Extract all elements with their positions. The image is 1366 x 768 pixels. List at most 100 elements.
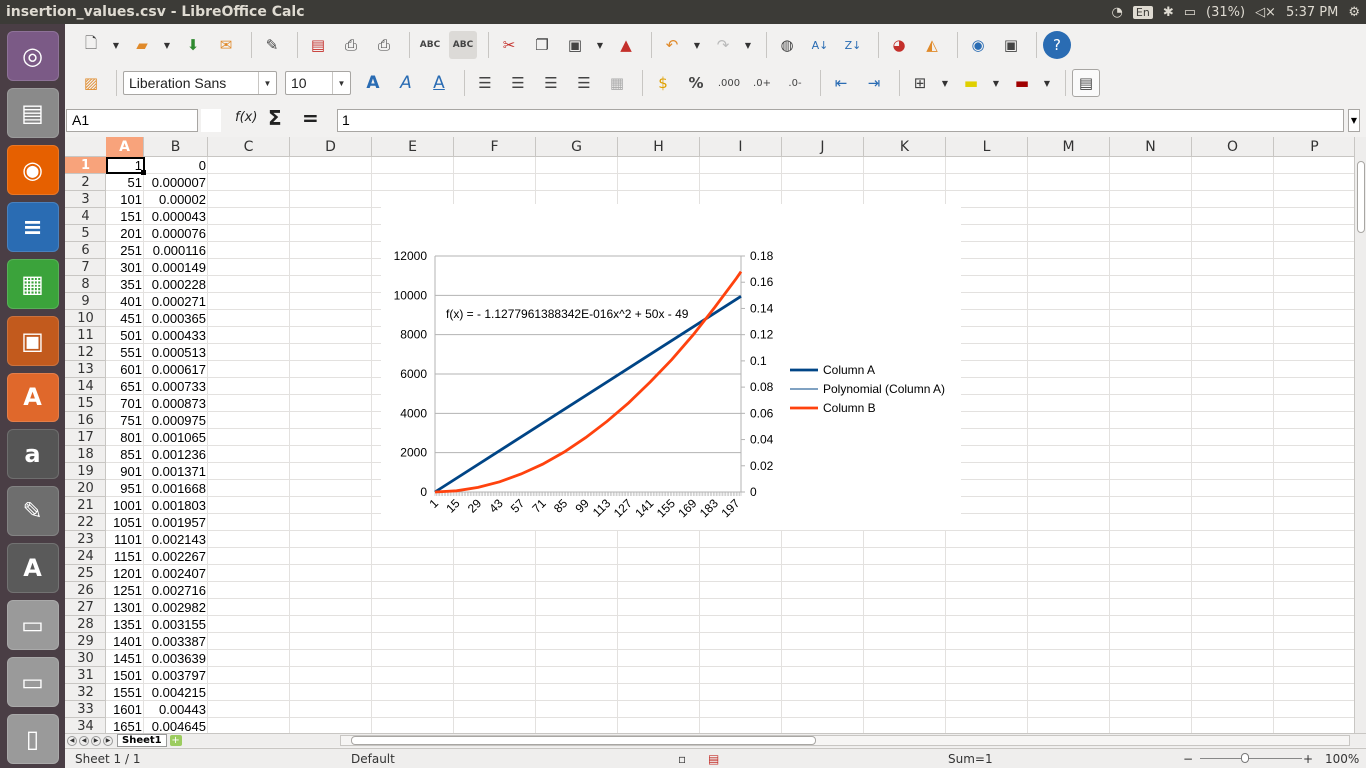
column-header-f[interactable]: F (454, 137, 536, 157)
undo-icon[interactable]: ↶ (665, 36, 679, 54)
firefox-icon[interactable]: ◉ (6, 144, 59, 195)
column-header-h[interactable]: H (618, 137, 700, 157)
cell-b14[interactable]: 0.000733 (151, 379, 206, 394)
number-format-icon[interactable]: .000 (717, 77, 741, 89)
drive-icon-1[interactable]: ▭ (6, 600, 59, 651)
cell-a7[interactable]: 301 (120, 260, 142, 275)
cell-a27[interactable]: 1301 (113, 600, 142, 615)
cell-b18[interactable]: 0.001236 (151, 447, 206, 462)
column-header-c[interactable]: C (208, 137, 290, 157)
cell-b3[interactable]: 0.00002 (159, 192, 206, 207)
cell-b9[interactable]: 0.000271 (151, 294, 206, 309)
column-header-l[interactable]: L (946, 137, 1028, 157)
software-center-icon[interactable]: A (6, 372, 59, 423)
align-center-icon[interactable]: ☰ (511, 74, 525, 92)
cell-b7[interactable]: 0.000149 (151, 260, 206, 275)
cell-a32[interactable]: 1551 (113, 685, 142, 700)
column-header-b[interactable]: B (144, 137, 208, 157)
row-header[interactable]: 34 (65, 718, 106, 733)
cell-a4[interactable]: 151 (120, 209, 142, 224)
column-header-a[interactable]: A (106, 137, 144, 157)
last-sheet-button[interactable]: ▶ (103, 735, 113, 746)
cell-a12[interactable]: 551 (120, 345, 142, 360)
autofill-handle[interactable] (141, 170, 146, 175)
horizontal-scrollbar[interactable] (340, 735, 1350, 746)
function-icon[interactable]: = (302, 106, 319, 130)
background-dropdown-icon[interactable]: ▼ (992, 78, 1000, 88)
column-header-n[interactable]: N (1110, 137, 1192, 157)
cell-b16[interactable]: 0.000975 (151, 413, 206, 428)
column-header-d[interactable]: D (290, 137, 372, 157)
open-folder-icon[interactable]: ▰ (136, 36, 148, 54)
cell-a16[interactable]: 751 (120, 413, 142, 428)
paste-dropdown-icon[interactable]: ▼ (596, 40, 604, 50)
cell-b5[interactable]: 0.000076 (151, 226, 206, 241)
cell-a20[interactable]: 951 (120, 481, 142, 496)
row-header[interactable]: 16 (65, 412, 106, 429)
column-header-e[interactable]: E (372, 137, 454, 157)
row-header[interactable]: 21 (65, 497, 106, 514)
column-header-o[interactable]: O (1192, 137, 1274, 157)
justify-icon[interactable]: ☰ (577, 74, 591, 92)
align-left-icon[interactable]: ☰ (478, 74, 492, 92)
first-sheet-button[interactable]: ◀ (67, 735, 77, 746)
battery-icon[interactable]: ▭ (1183, 4, 1197, 20)
cell-b6[interactable]: 0.000116 (152, 243, 206, 258)
files-icon[interactable]: ▤ (6, 87, 59, 138)
cell-a3[interactable]: 101 (120, 192, 142, 207)
print-icon[interactable]: ⎙ (344, 36, 357, 54)
cell-b13[interactable]: 0.000617 (151, 362, 206, 377)
system-settings-icon[interactable]: ✎ (6, 486, 59, 537)
sum-icon[interactable]: Σ (268, 106, 282, 130)
prev-sheet-button[interactable]: ◀ (79, 735, 89, 746)
row-header[interactable]: 9 (65, 293, 106, 310)
row-header[interactable]: 19 (65, 463, 106, 480)
row-header[interactable]: 24 (65, 548, 106, 565)
next-sheet-button[interactable]: ▶ (91, 735, 101, 746)
cell-a13[interactable]: 601 (120, 362, 142, 377)
copy-icon[interactable]: ❐ (535, 36, 549, 54)
function-wizard-icon[interactable]: f(x) (235, 110, 258, 125)
cell-b17[interactable]: 0.001065 (151, 430, 206, 445)
font-color-dropdown-icon[interactable]: ▼ (1043, 78, 1051, 88)
row-header[interactable]: 5 (65, 225, 106, 242)
cell-area[interactable]: 1 0 51 0.000007 101 0.00002 151 0.000043 201 0.00… (106, 157, 1354, 733)
cell-a18[interactable]: 851 (120, 447, 142, 462)
row-header[interactable]: 11 (65, 327, 106, 344)
font-color-icon[interactable]: ▬ (1014, 74, 1030, 92)
cell-a11[interactable]: 501 (120, 328, 142, 343)
redo-dropdown-icon[interactable]: ▼ (744, 40, 752, 50)
cell-b4[interactable]: 0.000043 (151, 209, 206, 224)
row-header[interactable]: 25 (65, 565, 106, 582)
row-header[interactable]: 31 (65, 667, 106, 684)
cell-a26[interactable]: 1251 (113, 583, 142, 598)
cell-b1[interactable]: 0 (198, 158, 206, 173)
cell-b15[interactable]: 0.000873 (151, 396, 206, 411)
formula-input[interactable]: 1 (337, 109, 1344, 132)
align-right-icon[interactable]: ☰ (544, 74, 558, 92)
row-header[interactable]: 2 (65, 174, 106, 191)
vertical-scrollbar[interactable] (1354, 137, 1366, 733)
merge-cells-icon[interactable]: ▦ (609, 74, 625, 92)
cell-b19[interactable]: 0.001371 (151, 464, 206, 479)
row-header[interactable]: 1 (65, 157, 106, 174)
decrease-indent-icon[interactable]: ⇤ (834, 74, 848, 92)
help-icon[interactable]: ? (1043, 31, 1071, 59)
add-decimal-icon[interactable]: .0+ (753, 77, 771, 89)
column-header-i[interactable]: I (700, 137, 782, 157)
cell-a25[interactable]: 1201 (113, 566, 142, 581)
sort-ascending-icon[interactable]: A↓ (811, 38, 829, 52)
styles-icon[interactable]: ▨ (83, 74, 99, 92)
column-header-p[interactable]: P (1274, 137, 1354, 157)
row-header[interactable]: 7 (65, 259, 106, 276)
clone-formatting-icon[interactable]: ▲ (620, 36, 632, 54)
cell-b26[interactable]: 0.002716 (151, 583, 206, 598)
redo-icon[interactable]: ↷ (716, 36, 730, 54)
impress-icon[interactable]: ▣ (6, 315, 59, 366)
cell-a17[interactable]: 801 (120, 430, 142, 445)
draw-functions-icon[interactable]: ◭ (926, 36, 938, 54)
cell-b31[interactable]: 0.003797 (151, 668, 206, 683)
name-box[interactable]: A1 (66, 109, 198, 132)
cell-b23[interactable]: 0.002143 (151, 532, 206, 547)
row-header[interactable]: 4 (65, 208, 106, 225)
